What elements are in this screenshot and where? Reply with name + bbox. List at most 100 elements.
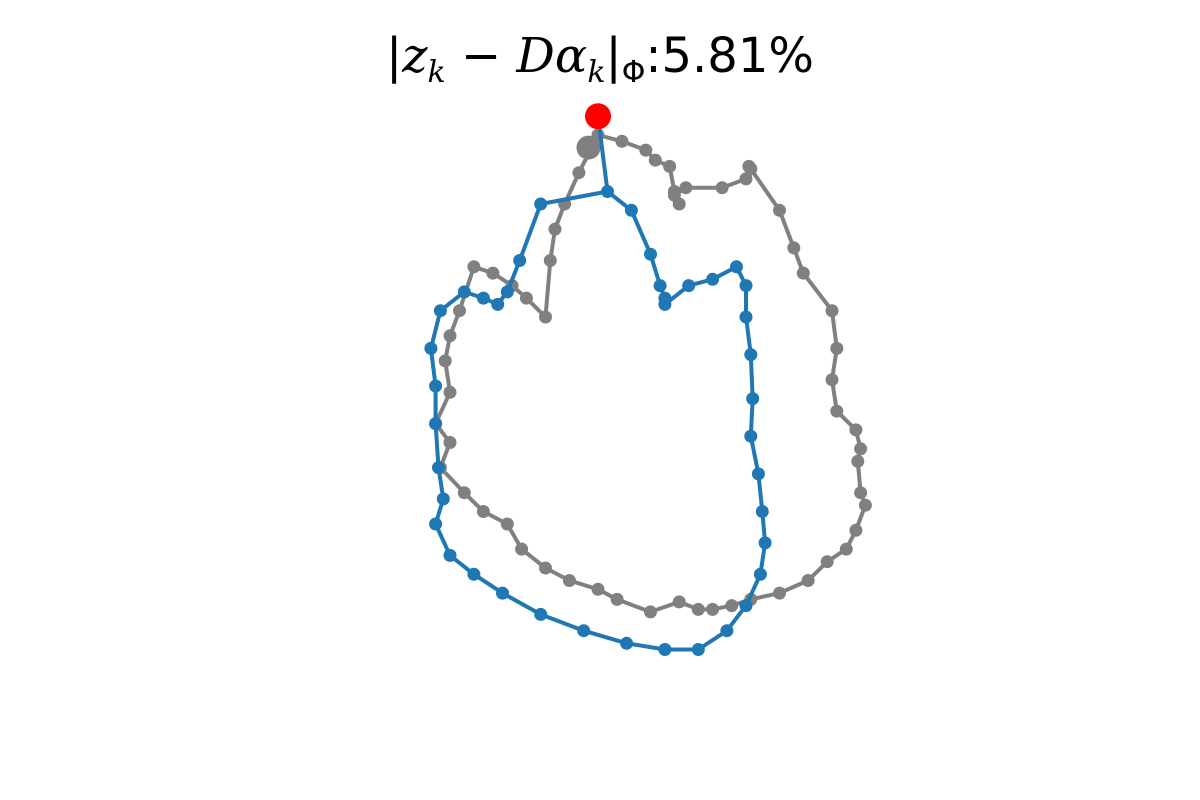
reconstruction-point bbox=[500, 285, 514, 299]
target-point bbox=[519, 291, 533, 305]
reconstruction-point bbox=[658, 643, 672, 656]
reconstruction-point bbox=[424, 341, 438, 355]
reconstruction-point bbox=[534, 197, 548, 211]
target-point bbox=[691, 602, 705, 616]
target-point bbox=[515, 542, 529, 556]
target-point bbox=[825, 304, 839, 318]
reconstruction-point bbox=[739, 310, 753, 324]
reconstruction-point bbox=[467, 567, 481, 581]
reconstruction-point bbox=[429, 379, 443, 393]
title-sub-k2: k bbox=[587, 55, 606, 90]
reconstruction-point bbox=[429, 517, 443, 531]
reconstruction-point bbox=[706, 272, 720, 286]
title-bar-right: | bbox=[605, 28, 622, 84]
target-point bbox=[591, 582, 605, 596]
reconstruction-point bbox=[730, 260, 743, 274]
target-point bbox=[706, 602, 720, 616]
reconstruction-point bbox=[429, 417, 443, 431]
reconstruction-point bbox=[476, 291, 490, 305]
target-point bbox=[825, 373, 839, 387]
reconstruction-point bbox=[620, 636, 634, 650]
reconstruction-curve bbox=[428, 115, 768, 652]
target-point bbox=[725, 599, 739, 613]
title-sub-phi: Φ bbox=[621, 55, 646, 90]
target-point bbox=[543, 254, 557, 267]
target-point bbox=[796, 266, 810, 280]
reconstruction-point bbox=[436, 492, 450, 506]
target-point bbox=[854, 442, 868, 456]
reconstruction-point bbox=[751, 467, 765, 481]
reconstruction-point bbox=[496, 586, 509, 600]
reconstruction-point bbox=[746, 392, 760, 406]
target-point bbox=[486, 266, 500, 280]
target-point bbox=[854, 486, 868, 500]
target-point bbox=[667, 188, 681, 202]
reconstruction-point bbox=[653, 279, 667, 293]
target-point bbox=[801, 574, 815, 587]
title-alpha: α bbox=[554, 28, 588, 84]
target-point bbox=[849, 423, 863, 437]
reconstruction-point bbox=[744, 429, 758, 443]
target-point bbox=[548, 222, 562, 236]
reconstruction-point bbox=[644, 247, 657, 261]
chart-title: |zk − Dαk|Φ:5.81% bbox=[0, 28, 1200, 90]
target-point bbox=[787, 241, 801, 255]
target-point bbox=[849, 523, 863, 537]
title-z: z bbox=[402, 28, 428, 84]
start-point-marker bbox=[585, 103, 611, 130]
target-point bbox=[851, 454, 865, 468]
reconstruction-point bbox=[513, 254, 527, 267]
target-point bbox=[438, 354, 452, 368]
target-point bbox=[562, 574, 576, 587]
reconstruction-point bbox=[624, 203, 638, 217]
reconstruction-point bbox=[457, 285, 471, 299]
title-value: 5.81% bbox=[661, 28, 814, 84]
reconstruction-point bbox=[601, 185, 614, 198]
target-curve bbox=[433, 133, 868, 614]
target-point bbox=[615, 134, 629, 148]
target-point bbox=[679, 181, 693, 195]
target-point bbox=[820, 555, 834, 569]
target-point bbox=[830, 404, 844, 418]
target-point bbox=[539, 561, 552, 575]
target-point bbox=[773, 586, 786, 600]
reconstruction-point bbox=[534, 607, 548, 621]
reconstruction-point bbox=[739, 599, 753, 613]
target-point bbox=[500, 517, 514, 531]
reconstruction-point bbox=[658, 297, 672, 311]
title-sub-k: k bbox=[427, 55, 446, 90]
target-point bbox=[572, 166, 586, 180]
target-point bbox=[744, 162, 758, 176]
target-point bbox=[839, 542, 853, 556]
target-point bbox=[648, 153, 662, 167]
reconstruction-point bbox=[739, 279, 753, 293]
target-point bbox=[443, 385, 457, 399]
target-point bbox=[773, 203, 786, 217]
reconstruction-point bbox=[682, 279, 696, 293]
target-point bbox=[443, 329, 457, 343]
target-point bbox=[858, 498, 872, 512]
reconstruction-point bbox=[432, 461, 445, 475]
target-point bbox=[739, 172, 753, 186]
title-bar-left: | bbox=[386, 28, 403, 84]
reconstruction-point bbox=[433, 304, 447, 318]
reconstruction-point bbox=[755, 505, 769, 518]
target-start-point bbox=[576, 135, 601, 160]
reconstruction-point bbox=[491, 297, 505, 311]
reconstruction-point bbox=[577, 624, 591, 638]
target-point bbox=[476, 505, 490, 518]
target-point bbox=[663, 159, 677, 173]
reconstruction-point bbox=[443, 548, 457, 562]
reconstruction-point bbox=[691, 643, 705, 656]
target-point bbox=[639, 143, 653, 157]
target-point bbox=[467, 260, 481, 274]
reconstruction-point bbox=[753, 567, 767, 581]
title-d: D bbox=[516, 28, 555, 84]
title-colon: : bbox=[645, 28, 662, 84]
target-point bbox=[539, 310, 552, 324]
reconstruction-point bbox=[744, 348, 758, 362]
target-point bbox=[453, 304, 466, 318]
target-point bbox=[830, 341, 844, 355]
target-point bbox=[457, 486, 471, 500]
